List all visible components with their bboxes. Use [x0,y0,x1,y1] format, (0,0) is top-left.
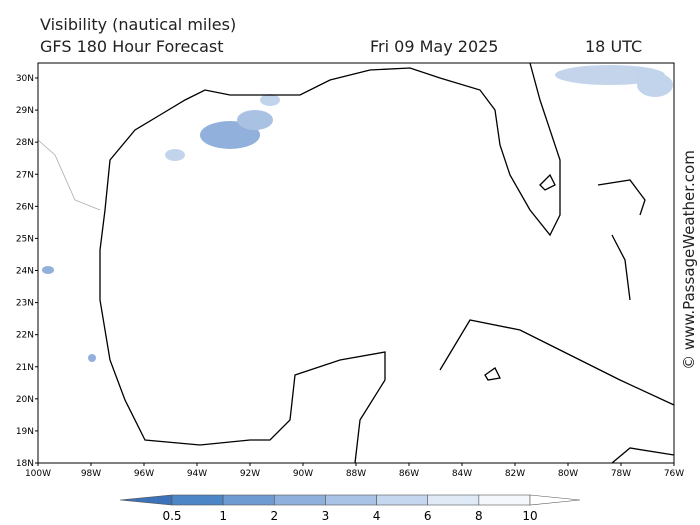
lon-label: 84W [452,469,472,479]
colorbar-segment [427,494,480,506]
colorbar: 0.5 1 2 3 4 6 8 10 [119,494,581,523]
lon-label: 80W [558,469,578,479]
lat-label: 19N [16,427,34,437]
colorbar-label: 8 [475,509,483,523]
colorbar-segment [171,494,224,506]
colorbar-segment [273,494,326,506]
lat-label: 21N [16,363,34,373]
map-area [38,63,674,463]
lat-label: 24N [16,267,34,277]
colorbar-segment [222,494,275,506]
lat-label: 23N [16,299,34,309]
lat-label: 28N [16,138,34,148]
lon-label: 94W [187,469,207,479]
lon-label: 76W [664,469,684,479]
colorbar-segment [325,494,377,506]
colorbar-label: 6 [424,509,432,523]
lon-label: 100W [25,469,51,479]
colorbar-segment [478,494,531,506]
colorbar-label: 10 [522,509,537,523]
map: 30N 29N 28N 27N 26N 25N 24N 23N 22N 21N 20N 19N 18N1… [16,62,684,479]
colorbar-label: 0.5 [162,509,181,523]
lat-label: 18N [16,459,34,469]
lon-label: 90W [293,469,313,479]
ticks: 30N 29N 28N 27N 26N 25N 24N 23N 22N 21N 20N 19N 18N1… [16,74,684,479]
lat-label: 20N [16,395,34,405]
colorbar-label: 1 [219,509,227,523]
lat-label: 27N [16,170,34,180]
lon-label: 92W [240,469,260,479]
time: 18 UTC [585,37,642,56]
coastlines [99,62,675,464]
colorbar-low [119,494,173,506]
title: Visibility (nautical miles) [40,15,236,34]
lat-label: 22N [16,331,34,341]
colorbar-high [529,494,581,506]
lon-label: 78W [611,469,631,479]
credit: © www.PassageWeather.com [680,150,698,370]
lat-label: 30N [16,74,34,84]
colorbar-label: 4 [373,509,381,523]
subtitle: GFS 180 Hour Forecast [40,37,224,56]
colorbar-segment [376,494,429,506]
lat-label: 26N [16,202,34,212]
lon-label: 96W [134,469,154,479]
fog-patches [42,65,673,362]
colorbar-label: 3 [322,509,330,523]
lat-label: 29N [16,106,34,116]
lon-label: 86W [399,469,419,479]
date: Fri 09 May 2025 [370,37,498,56]
border [37,139,101,211]
lat-label: 25N [16,234,34,244]
lon-label: 98W [81,469,101,479]
lon-label: 88W [346,469,366,479]
colorbar-label: 2 [270,509,278,523]
lon-label: 82W [505,469,525,479]
